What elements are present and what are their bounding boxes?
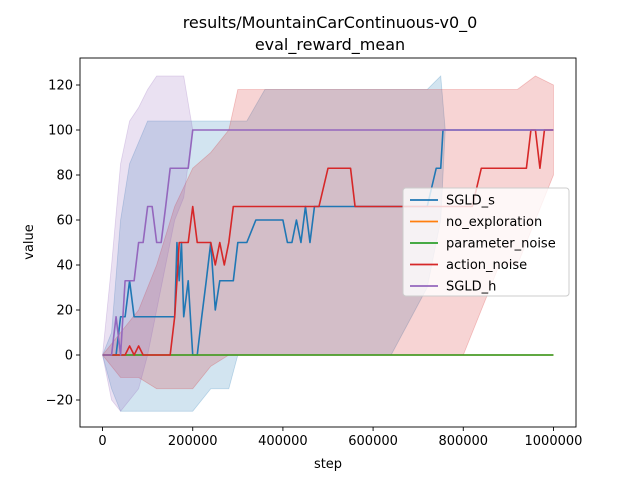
- y-tick-label: 0: [65, 349, 73, 364]
- chart-title-line1: results/MountainCarContinuous-v0_0: [183, 13, 478, 33]
- y-tick-label: 20: [56, 304, 73, 319]
- x-tick-label: 0: [98, 434, 106, 449]
- x-axis-label: step: [314, 457, 342, 472]
- band-sgld-h: [102, 75, 554, 412]
- y-tick-label: 100: [48, 124, 73, 139]
- y-tick-label: 40: [56, 259, 73, 274]
- line-sgld-h: [102, 129, 554, 356]
- legend-label-parameter-noise: parameter_noise: [446, 237, 556, 252]
- x-tick-label: 200000: [168, 434, 218, 449]
- legend-box: [402, 187, 570, 297]
- x-tick-label: 400000: [258, 434, 308, 449]
- y-tick-label: 60: [56, 214, 73, 229]
- y-axis-ticks: −20 0 20 40 60 80 100 120: [46, 79, 80, 409]
- axes-frame: [79, 57, 577, 428]
- y-tick-label: 80: [56, 169, 73, 184]
- y-axis-label: value: [22, 224, 37, 260]
- legend: SGLD_s no_exploration parameter_noiseactio…: [402, 187, 570, 297]
- legend-label-action-noise: action_noise: [446, 258, 527, 273]
- x-tick-label: 1000000: [525, 434, 583, 449]
- y-tick-label: 120: [48, 79, 73, 94]
- chart-title-line2: eval_reward_mean: [255, 35, 405, 55]
- x-axis-ticks: 0 200000 400000 600000 800000 1000000: [98, 427, 582, 449]
- x-tick-label: 600000: [348, 434, 398, 449]
- y-tick-label: −20: [46, 394, 73, 409]
- x-tick-label: 800000: [438, 434, 488, 449]
- legend-label-no-exploration: no_exploration: [446, 215, 542, 230]
- legend-label-sgld-h: SGLD_h: [446, 280, 496, 295]
- legend-label-sgld-s: SGLD_s: [446, 194, 495, 209]
